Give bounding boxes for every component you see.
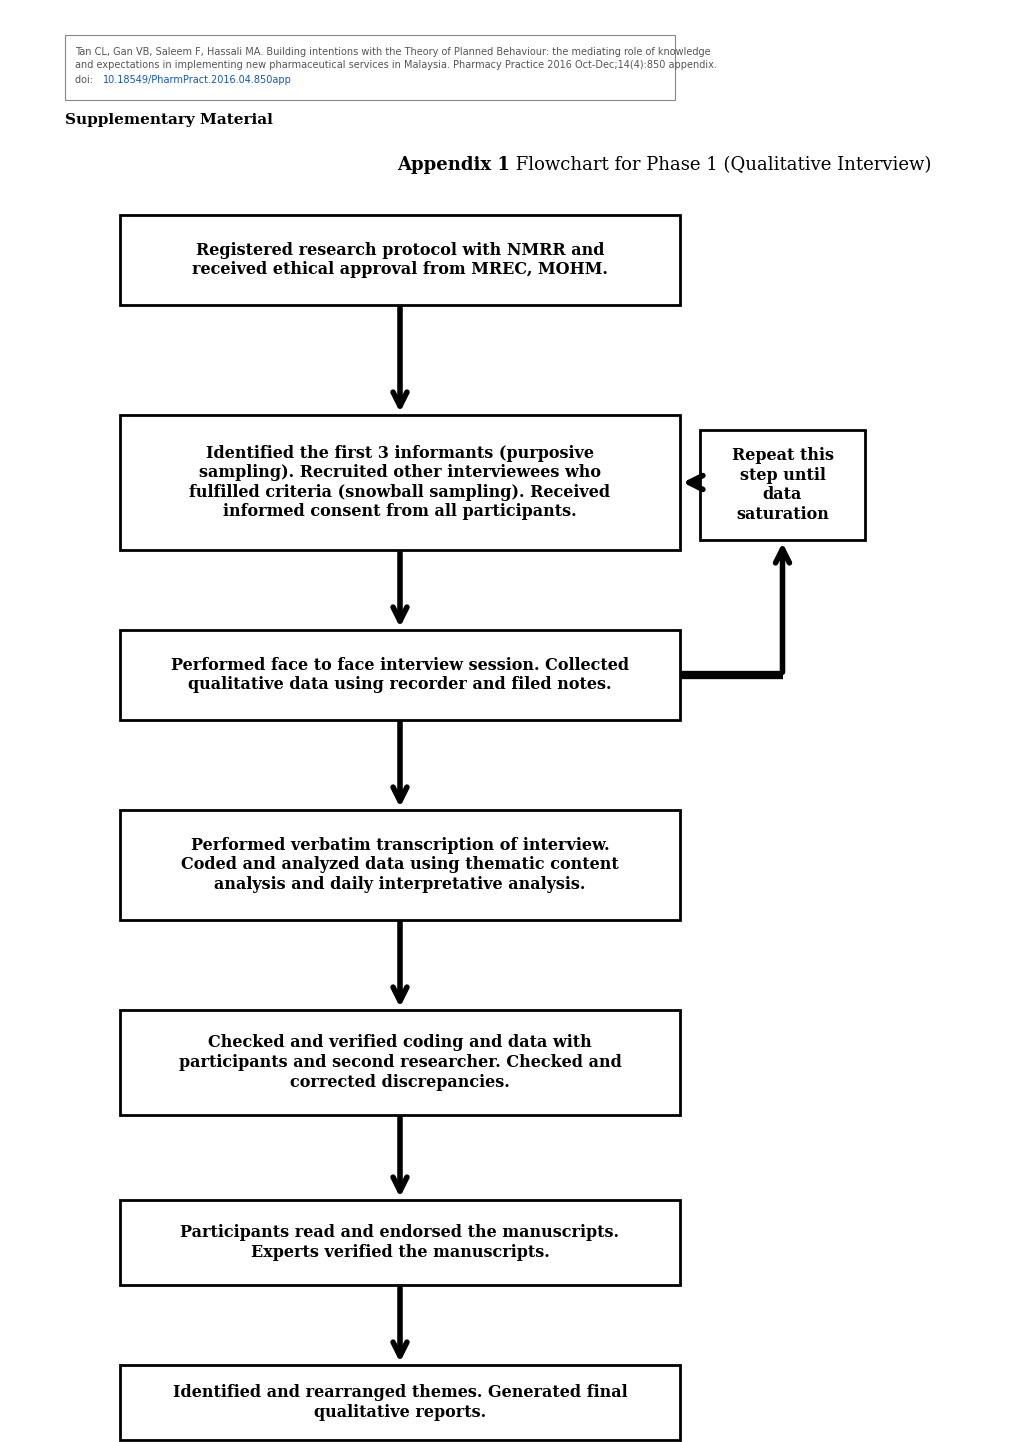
Text: Participants read and endorsed the manuscripts.
Experts verified the manuscripts: Participants read and endorsed the manus…: [180, 1224, 619, 1260]
FancyBboxPatch shape: [120, 215, 680, 306]
Text: Identified and rearranged themes. Generated final
qualitative reports.: Identified and rearranged themes. Genera…: [172, 1384, 627, 1420]
Text: Identified the first 3 informants (purposive
sampling). Recruited other intervie: Identified the first 3 informants (purpo…: [190, 444, 610, 521]
Text: Appendix 1: Appendix 1: [396, 156, 510, 174]
Text: Performed face to face interview session. Collected
qualitative data using recor: Performed face to face interview session…: [171, 656, 629, 694]
Text: Checked and verified coding and data with
participants and second researcher. Ch: Checked and verified coding and data wit…: [178, 1034, 621, 1090]
Text: Performed verbatim transcription of interview.
Coded and analyzed data using the: Performed verbatim transcription of inte…: [181, 836, 619, 893]
FancyBboxPatch shape: [65, 35, 675, 99]
FancyBboxPatch shape: [120, 1200, 680, 1285]
FancyBboxPatch shape: [120, 415, 680, 549]
Text: Flowchart for Phase 1 (Qualitative Interview): Flowchart for Phase 1 (Qualitative Inter…: [510, 156, 930, 174]
Text: and expectations in implementing new pharmaceutical services in Malaysia. Pharma: and expectations in implementing new pha…: [75, 61, 716, 71]
Text: Registered research protocol with NMRR and
received ethical approval from MREC, : Registered research protocol with NMRR a…: [192, 242, 607, 278]
Text: 10.18549/PharmPract.2016.04.850app: 10.18549/PharmPract.2016.04.850app: [103, 75, 291, 85]
FancyBboxPatch shape: [120, 1366, 680, 1441]
FancyBboxPatch shape: [120, 630, 680, 720]
Text: Repeat this
step until
data
saturation: Repeat this step until data saturation: [731, 447, 833, 523]
FancyBboxPatch shape: [120, 810, 680, 920]
Text: Supplementary Material: Supplementary Material: [65, 112, 273, 127]
Text: doi:: doi:: [75, 75, 96, 85]
FancyBboxPatch shape: [699, 430, 864, 539]
Text: Tan CL, Gan VB, Saleem F, Hassali MA. Building intentions with the Theory of Pla: Tan CL, Gan VB, Saleem F, Hassali MA. Bu…: [75, 48, 710, 58]
FancyBboxPatch shape: [120, 1009, 680, 1115]
